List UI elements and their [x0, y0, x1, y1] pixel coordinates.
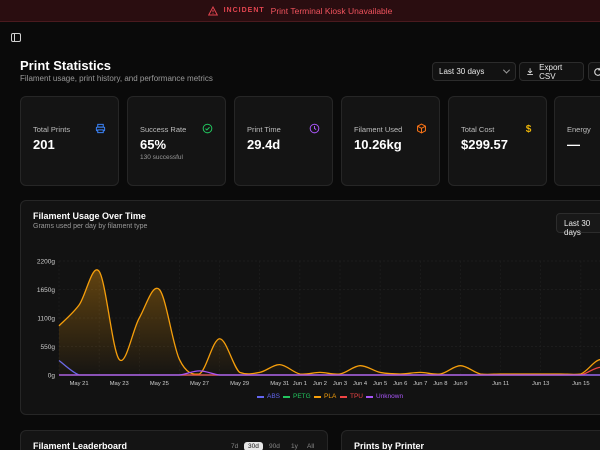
- tab-1y[interactable]: 1y: [291, 443, 298, 450]
- x-tick-label: Jun 15: [572, 381, 589, 387]
- legend-item-abs[interactable]: ABS: [257, 393, 280, 400]
- y-tick-label: 1650g: [37, 287, 55, 294]
- page-title: Print Statistics: [20, 58, 112, 73]
- x-tick-label: May 31: [270, 381, 289, 387]
- tab-30d[interactable]: 30d: [244, 442, 263, 450]
- prints-by-printer-title: Prints by Printer: [354, 441, 425, 450]
- svg-text:$: $: [526, 124, 532, 134]
- stat-value: 201: [33, 137, 55, 152]
- legend-item-petg[interactable]: PETG: [283, 393, 311, 400]
- prints-by-printer-panel: Prints by Printer: [341, 430, 600, 450]
- legend-swatch: [366, 395, 373, 398]
- incident-banner[interactable]: INCIDENT Print Terminal Kiosk Unavailabl…: [0, 0, 600, 22]
- x-tick-label: Jun 3: [333, 381, 347, 387]
- check-circle-icon: [202, 123, 213, 134]
- legend-label: ABS: [267, 393, 281, 400]
- stat-value: —: [567, 137, 580, 152]
- filament-leaderboard-panel: Filament Leaderboard 7d 30d 90d 1y All: [20, 430, 328, 450]
- stat-label: Total Cost: [461, 125, 495, 134]
- stat-label: Success Rate: [140, 125, 187, 134]
- refresh-icon: [594, 67, 600, 76]
- y-tick-label: 1100g: [37, 316, 55, 323]
- export-label: Export CSV: [539, 62, 563, 81]
- stat-value: 10.26kg: [354, 137, 402, 152]
- y-tick-label: 550g: [41, 344, 56, 351]
- series-line-pla: [58, 269, 600, 376]
- printer-icon: [95, 123, 106, 134]
- chart-title: Filament Usage Over Time: [33, 211, 146, 221]
- series-area-pla: [59, 269, 600, 375]
- stat-card-total-cost: Total Cost $299.57 $: [448, 96, 547, 186]
- date-range-select[interactable]: Last 30 days: [432, 62, 516, 81]
- export-csv-button[interactable]: Export CSV: [519, 62, 584, 81]
- clock-icon: [309, 123, 320, 134]
- x-tick-label: May 29: [230, 381, 249, 387]
- x-tick-label: May 21: [70, 381, 89, 387]
- package-icon: [417, 123, 426, 134]
- stat-label: Energy: [567, 125, 591, 134]
- legend-label: TPU: [350, 393, 363, 400]
- legend-swatch: [314, 395, 321, 398]
- chart-range-select[interactable]: Last 30 days: [556, 213, 600, 237]
- x-tick-label: May 25: [150, 381, 169, 387]
- warning-icon: [207, 5, 218, 15]
- page-subtitle: Filament usage, print history, and perfo…: [20, 74, 213, 83]
- stat-card-energy: Energy —: [554, 96, 600, 186]
- x-tick-label: Jun 5: [373, 381, 387, 387]
- x-tick-label: Jun 4: [353, 381, 368, 387]
- y-tick-label: 0g: [48, 373, 56, 380]
- stat-label: Print Time: [247, 125, 281, 134]
- x-tick-label: Jun 9: [453, 381, 467, 387]
- x-tick-label: Jun 6: [393, 381, 407, 387]
- x-tick-label: Jun 13: [532, 381, 549, 387]
- legend-item-tpu[interactable]: TPU: [340, 393, 363, 400]
- legend-swatch: [283, 395, 290, 398]
- stat-card-success-rate: Success Rate 65% 130 successful: [127, 96, 226, 186]
- x-tick-label: May 23: [110, 381, 129, 387]
- chevron-down-icon: [502, 66, 511, 74]
- x-tick-label: Jun 11: [492, 381, 509, 387]
- x-tick-label: Jun 2: [313, 381, 327, 387]
- incident-tag: INCIDENT: [223, 7, 265, 14]
- filament-usage-chart: 0g 550g 1100g 1650g 2200g May 21 May 23 May 25 M…: [37, 259, 600, 387]
- stat-card-filament-used: Filament Used 10.26kg: [341, 96, 440, 186]
- legend-swatch: [340, 395, 347, 398]
- legend-label: PLA: [324, 393, 337, 400]
- download-icon: [527, 68, 533, 76]
- sidebar-toggle-icon[interactable]: [11, 33, 21, 42]
- chart-subtitle: Grams used per day by filament type: [33, 223, 148, 230]
- series-line-unknown: [59, 370, 600, 376]
- tab-all[interactable]: All: [307, 443, 315, 450]
- legend-item-pla[interactable]: PLA: [314, 393, 336, 400]
- legend-swatch: [257, 395, 264, 398]
- stat-label: Filament Used: [354, 125, 403, 134]
- refresh-button[interactable]: [588, 62, 600, 81]
- stat-card-total-prints: Total Prints 201: [20, 96, 119, 186]
- x-tick-label: Jun 7: [413, 381, 427, 387]
- stat-card-print-time: Print Time 29.4d: [234, 96, 333, 186]
- date-range-value: Last 30 days: [439, 67, 485, 76]
- filament-usage-chart-panel: 0g 550g 1100g 1650g 2200g May 21 May 23 May 25 M…: [20, 200, 600, 415]
- x-tick-label: May 27: [190, 381, 209, 387]
- stat-value: 65%: [140, 137, 167, 152]
- stat-value: 29.4d: [247, 137, 281, 152]
- tab-7d[interactable]: 7d: [231, 443, 239, 450]
- legend-item-unknown[interactable]: Unknown: [366, 393, 403, 400]
- chart-legend: ABS PETG PLA TPU Unknown: [21, 393, 600, 405]
- incident-message[interactable]: Print Terminal Kiosk Unavailable: [270, 5, 393, 16]
- x-tick-label: Jun 1: [293, 381, 307, 387]
- stat-value: $299.57: [461, 137, 508, 152]
- leaderboard-title: Filament Leaderboard: [33, 441, 128, 450]
- x-tick-label: Jun 8: [433, 381, 447, 387]
- y-tick-label: 2200g: [37, 259, 55, 266]
- stat-sub: 130 successful: [140, 154, 183, 161]
- stat-label: Total Prints: [33, 125, 71, 134]
- legend-label: PETG: [293, 393, 311, 400]
- tab-90d[interactable]: 90d: [269, 443, 280, 450]
- legend-label: Unknown: [376, 393, 404, 400]
- dollar-icon: $: [526, 124, 532, 134]
